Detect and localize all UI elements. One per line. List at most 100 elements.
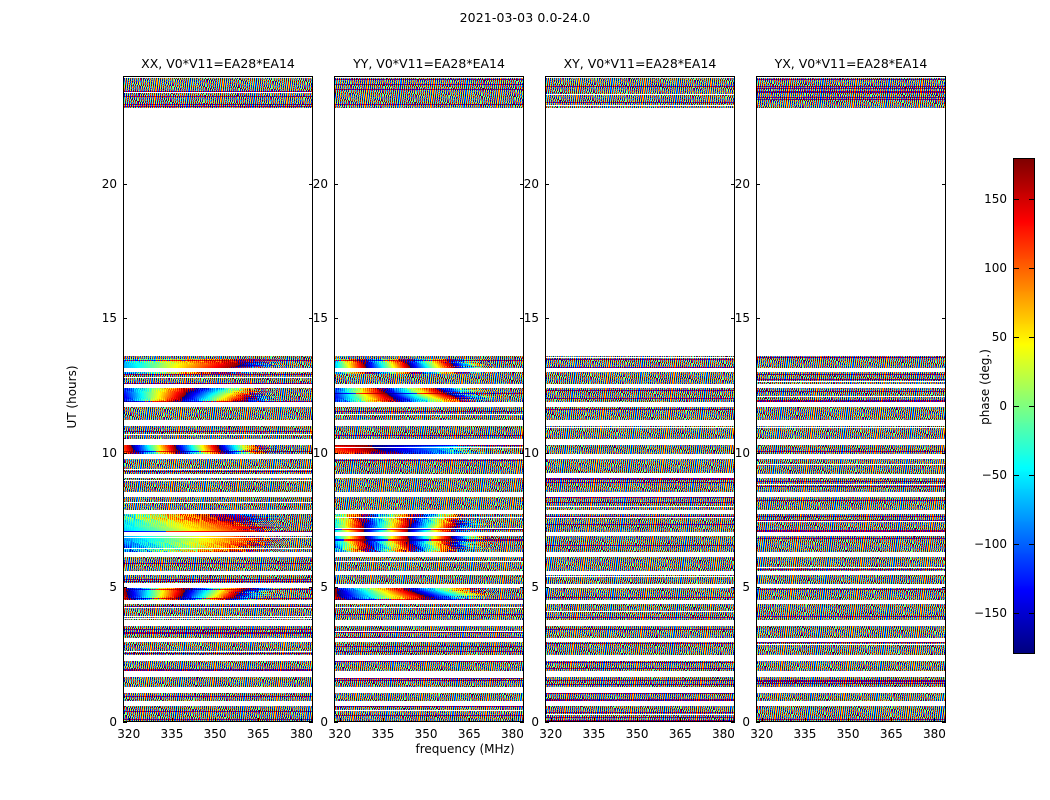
x-tick-mark xyxy=(891,718,893,722)
y-tick-mark xyxy=(545,318,549,320)
x-tick-label: 380 xyxy=(290,727,313,741)
y-tick-mark xyxy=(942,722,946,723)
panel-title-xy: XY, V0*V11=EA28*EA14 xyxy=(563,56,717,71)
colorbar-tick-mark xyxy=(1029,612,1035,614)
x-tick-mark xyxy=(593,718,595,722)
y-tick-label: 5 xyxy=(742,580,750,595)
x-tick-mark xyxy=(469,718,471,722)
y-tick-mark xyxy=(520,722,524,723)
y-tick-label: 10 xyxy=(312,445,328,460)
y-tick-mark xyxy=(756,183,760,185)
y-tick-label: 20 xyxy=(523,176,539,191)
y-tick-label: 0 xyxy=(320,715,328,729)
colorbar-tick-label: 0 xyxy=(999,399,1007,413)
colorbar-tick-mark xyxy=(1029,337,1035,339)
x-tick-label: 365 xyxy=(879,727,903,741)
y-tick-mark xyxy=(756,722,760,723)
y-tick-mark xyxy=(334,452,338,454)
y-tick-mark xyxy=(942,452,946,454)
x-tick-label: 335 xyxy=(793,727,817,741)
y-tick-mark xyxy=(520,183,524,185)
y-tick-mark xyxy=(942,183,946,185)
colorbar-tick-mark xyxy=(1029,474,1035,476)
y-tick-label: 0 xyxy=(109,715,117,729)
y-tick-label: 10 xyxy=(523,445,539,460)
x-tick-label: 320 xyxy=(539,727,563,741)
y-tick-mark xyxy=(334,722,338,723)
y-tick-label: 20 xyxy=(312,176,328,191)
y-tick-label: 0 xyxy=(742,715,750,729)
x-tick-label: 350 xyxy=(414,727,438,741)
colorbar-tick-mark xyxy=(1013,474,1019,476)
y-tick-mark xyxy=(731,587,735,589)
y-tick-mark xyxy=(123,452,127,454)
y-tick-label: 5 xyxy=(109,580,117,595)
x-tick-mark xyxy=(804,718,806,722)
y-tick-mark xyxy=(123,587,127,589)
colorbar-tick-label: −150 xyxy=(974,605,1007,620)
y-tick-mark xyxy=(545,183,549,185)
colorbar-tick-mark xyxy=(1013,199,1019,201)
x-tick-mark xyxy=(637,718,639,722)
x-tick-label: 380 xyxy=(501,727,524,741)
heatmap-image-yx xyxy=(757,77,945,721)
colorbar-tick-label: 150 xyxy=(984,192,1007,207)
y-tick-mark xyxy=(520,587,524,589)
y-tick-mark xyxy=(334,318,338,320)
x-axis-label: frequency (MHz) xyxy=(415,742,515,756)
y-tick-label: 20 xyxy=(101,176,117,191)
heatmap-panel-yx[interactable] xyxy=(756,76,946,722)
y-tick-mark xyxy=(731,452,735,454)
y-tick-label: 5 xyxy=(531,580,539,595)
x-tick-label: 350 xyxy=(625,727,649,741)
y-tick-label: 15 xyxy=(734,311,750,326)
heatmap-panel-yy[interactable] xyxy=(334,76,524,722)
heatmap-panel-xx[interactable] xyxy=(123,76,313,722)
x-tick-label: 365 xyxy=(668,727,692,741)
panel-title-yy: YY, V0*V11=EA28*EA14 xyxy=(353,56,505,71)
x-tick-label: 335 xyxy=(371,727,395,741)
x-tick-mark xyxy=(382,718,384,722)
y-tick-mark xyxy=(309,722,313,723)
colorbar-tick-mark xyxy=(1029,543,1035,545)
colorbar-tick-mark xyxy=(1013,337,1019,339)
colorbar-tick-mark xyxy=(1013,268,1019,270)
x-tick-mark xyxy=(723,718,725,722)
y-tick-mark xyxy=(309,318,313,320)
heatmap-image-xx xyxy=(124,77,312,721)
figure-suptitle: 2021-03-03 0.0-24.0 xyxy=(459,10,591,25)
x-tick-mark xyxy=(512,718,514,722)
y-tick-label: 15 xyxy=(312,311,328,326)
heatmap-panel-xy[interactable] xyxy=(545,76,735,722)
colorbar-tick-label: −100 xyxy=(974,536,1007,551)
y-tick-mark xyxy=(756,452,760,454)
y-tick-label: 15 xyxy=(523,311,539,326)
y-tick-mark xyxy=(123,183,127,185)
x-tick-mark xyxy=(761,718,763,722)
colorbar-tick-label: 50 xyxy=(991,330,1007,345)
y-tick-label: 20 xyxy=(734,176,750,191)
x-tick-mark xyxy=(934,718,936,722)
x-tick-mark xyxy=(848,718,850,722)
colorbar-tick-mark xyxy=(1013,612,1019,614)
y-tick-mark xyxy=(545,722,549,723)
colorbar-tick-mark xyxy=(1029,268,1035,270)
y-tick-mark xyxy=(731,722,735,723)
colorbar-tick-mark xyxy=(1029,406,1035,407)
x-tick-label: 350 xyxy=(836,727,860,741)
y-tick-label: 0 xyxy=(531,715,539,729)
panel-title-xx: XX, V0*V11=EA28*EA14 xyxy=(141,56,295,71)
colorbar-tick-mark xyxy=(1013,543,1019,545)
x-tick-mark xyxy=(339,718,341,722)
y-tick-label: 5 xyxy=(320,580,328,595)
y-tick-mark xyxy=(756,318,760,320)
panel-title-yx: YX, V0*V11=EA28*EA14 xyxy=(774,56,928,71)
heatmap-image-yy xyxy=(335,77,523,721)
y-tick-mark xyxy=(545,452,549,454)
y-tick-label: 10 xyxy=(734,445,750,460)
y-tick-mark xyxy=(123,722,127,723)
x-tick-label: 365 xyxy=(457,727,481,741)
x-tick-label: 380 xyxy=(712,727,735,741)
x-tick-label: 335 xyxy=(582,727,606,741)
x-tick-label: 320 xyxy=(750,727,774,741)
